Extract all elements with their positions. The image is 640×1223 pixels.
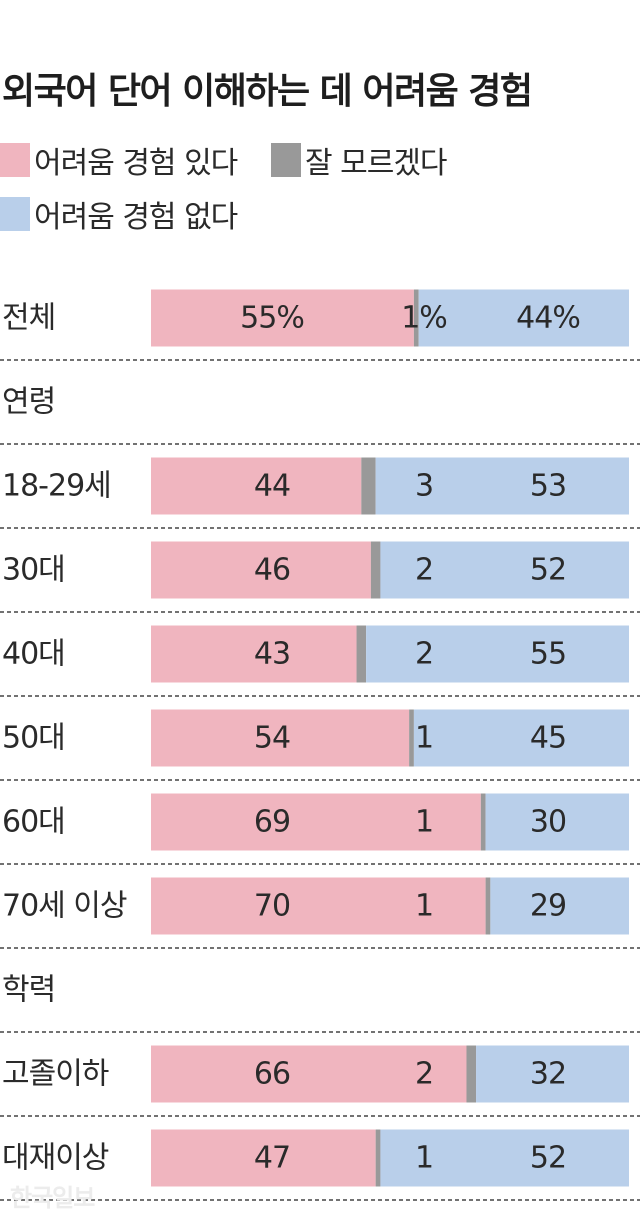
row-0-value-no-difficulty: 44%: [516, 301, 580, 336]
row-10-bar-dont-know: [375, 1129, 381, 1187]
row-5-value-has-difficulty: 54: [254, 721, 290, 756]
row-7-value-dont-know: 1: [415, 889, 433, 924]
row-5-value-dont-know: 1: [415, 721, 433, 756]
row-10-bar-no-difficulty: [380, 1129, 629, 1187]
row-9-value-dont-know: 2: [415, 1057, 433, 1092]
row-7-value-no-difficulty: 29: [530, 889, 566, 924]
row-4-value-dont-know: 2: [415, 637, 433, 672]
row-3-value-dont-know: 2: [415, 553, 433, 588]
row-3-label: 30대: [2, 553, 65, 588]
row-10-value-no-difficulty: 52: [530, 1141, 566, 1176]
legend-item-no-difficulty: 어려움 경험 없다: [0, 194, 238, 235]
row-8-label: 학력: [2, 973, 55, 1008]
row-5-bar-dont-know: [409, 709, 414, 767]
row-10-value-dont-know: 1: [415, 1141, 433, 1176]
legend-item-has-difficulty: 어려움 경험 있다: [0, 140, 238, 181]
row-7-value-has-difficulty: 70: [254, 889, 290, 924]
row-6-value-no-difficulty: 30: [530, 805, 566, 840]
row-0-value-has-difficulty: 55%: [240, 301, 304, 336]
row-4-bar-has-difficulty: [151, 625, 357, 683]
row-3-value-no-difficulty: 52: [530, 553, 566, 588]
row-6-bar-dont-know: [480, 793, 486, 851]
row-2-bar-dont-know: [361, 457, 376, 515]
row-10-bar-has-difficulty: [151, 1129, 376, 1187]
row-7-bar-no-difficulty: [490, 877, 629, 935]
legend-label-dont-know: 잘 모르겠다: [305, 146, 448, 181]
row-2-bar-no-difficulty: [375, 457, 629, 515]
row-7-bar-dont-know: [485, 877, 491, 935]
row-6-value-dont-know: 1: [415, 805, 433, 840]
row-1-label: 연령: [2, 385, 55, 420]
row-2-value-has-difficulty: 44: [254, 469, 290, 504]
legend-label-no-difficulty: 어려움 경험 없다: [34, 200, 238, 235]
row-0-bar-no-difficulty: [418, 289, 629, 347]
row-3-bar-has-difficulty: [151, 541, 371, 599]
row-2-bar-has-difficulty: [151, 457, 362, 515]
row-9-value-has-difficulty: 66: [254, 1057, 290, 1092]
row-3-bar-no-difficulty: [380, 541, 629, 599]
row-3-bar-dont-know: [370, 541, 381, 599]
row-0-label: 전체: [2, 301, 55, 336]
row-6-label: 60대: [2, 805, 65, 840]
row-0-bar-has-difficulty: [151, 289, 414, 347]
row-9-bar-no-difficulty: [476, 1045, 629, 1103]
chart-title: 외국어 단어 이해하는 데 어려움 경험: [2, 71, 533, 112]
row-5-bar-no-difficulty: [413, 709, 629, 767]
row-5-value-no-difficulty: 45: [530, 721, 566, 756]
row-6-bar-has-difficulty: [151, 793, 481, 851]
row-7-bar-has-difficulty: [151, 877, 486, 935]
row-9-label: 고졸이하: [2, 1057, 109, 1092]
row-6-bar-no-difficulty: [485, 793, 629, 851]
row-0-bar-dont-know: [413, 289, 419, 347]
row-6-value-has-difficulty: 69: [254, 805, 290, 840]
row-5-label: 50대: [2, 721, 65, 756]
row-4-value-has-difficulty: 43: [254, 637, 290, 672]
legend-label-has-difficulty: 어려움 경험 있다: [34, 146, 238, 181]
legend-swatch-no-difficulty: [0, 197, 30, 231]
row-10-value-has-difficulty: 47: [254, 1141, 290, 1176]
row-3-value-has-difficulty: 46: [254, 553, 290, 588]
row-9-value-no-difficulty: 32: [530, 1057, 566, 1092]
row-2-value-dont-know: 3: [415, 469, 433, 504]
legend-item-dont-know: 잘 모르겠다: [271, 140, 448, 181]
row-10-label: 대재이상: [2, 1141, 109, 1176]
row-7-label: 70세 이상: [2, 889, 127, 924]
row-4-bar-dont-know: [356, 625, 367, 683]
row-5-bar-has-difficulty: [151, 709, 410, 767]
row-4-value-no-difficulty: 55: [530, 637, 566, 672]
row-0-value-dont-know: 1%: [401, 301, 447, 336]
row-2-value-no-difficulty: 53: [530, 469, 566, 504]
legend-swatch-has-difficulty: [0, 143, 30, 177]
row-9-bar-has-difficulty: [151, 1045, 467, 1103]
row-4-bar-no-difficulty: [366, 625, 629, 683]
row-2-label: 18-29세: [2, 469, 111, 504]
watermark-logo: 한국일보: [10, 1184, 95, 1212]
row-4-label: 40대: [2, 637, 65, 672]
row-9-bar-dont-know: [466, 1045, 477, 1103]
legend-swatch-dont-know: [271, 143, 301, 177]
